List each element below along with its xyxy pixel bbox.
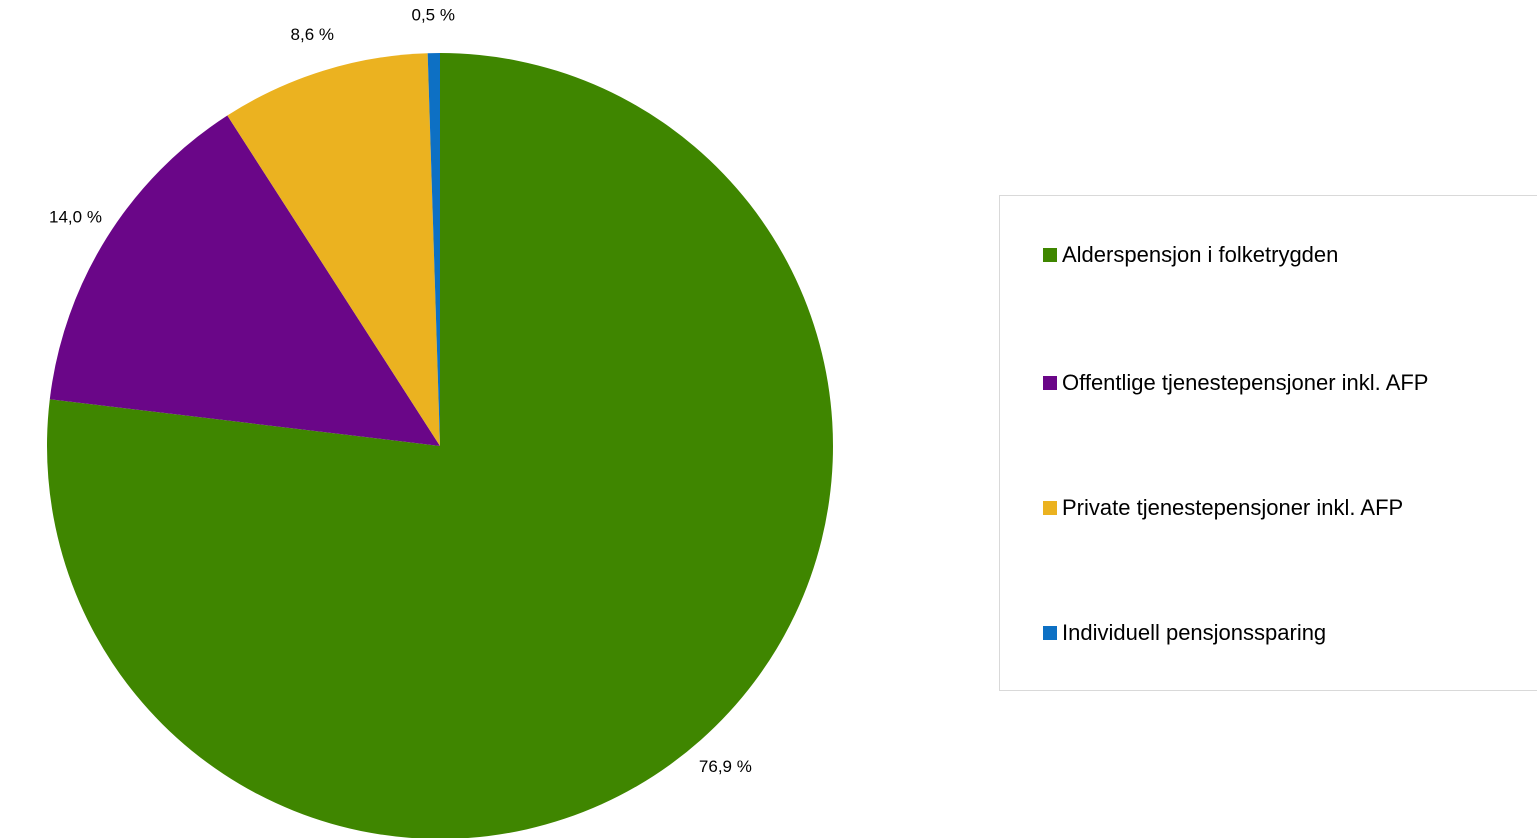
legend-label-individuell: Individuell pensjonssparing	[1062, 620, 1327, 645]
legend-label-private: Private tjenestepensjoner inkl. AFP	[1062, 495, 1404, 520]
pie-chart: 76,9 % 14,0 % 8,6 % 0,5 %	[47, 6, 833, 838]
legend-swatch-offentlige	[1043, 376, 1057, 390]
legend-label-offentlige: Offentlige tjenestepensjoner inkl. AFP	[1062, 370, 1429, 395]
legend-label-alderspensjon: Alderspensjon i folketrygden	[1062, 242, 1339, 267]
data-label-alderspensjon: 76,9 %	[699, 757, 752, 776]
pie-slice-offentlige	[49, 115, 440, 446]
legend-swatch-individuell	[1043, 626, 1057, 640]
legend-swatch-alderspensjon	[1043, 248, 1057, 262]
legend-item-alderspensjon: Alderspensjon i folketrygden	[1043, 242, 1338, 268]
data-label-individuell: 0,5 %	[412, 6, 455, 25]
legend-swatch-private	[1043, 501, 1057, 515]
data-label-offentlige: 14,0 %	[49, 207, 102, 226]
pie-slice-alderspensjon	[47, 53, 833, 838]
legend-item-private: Private tjenestepensjoner inkl. AFP	[1043, 495, 1403, 521]
data-label-private: 8,6 %	[291, 25, 334, 44]
legend-item-offentlige: Offentlige tjenestepensjoner inkl. AFP	[1043, 370, 1428, 396]
pie-slice-private	[227, 53, 440, 447]
legend-item-individuell: Individuell pensjonssparing	[1043, 620, 1326, 646]
legend: Alderspensjon i folketrygden Offentlige …	[999, 195, 1537, 691]
pie-slice-individuell	[427, 53, 440, 446]
